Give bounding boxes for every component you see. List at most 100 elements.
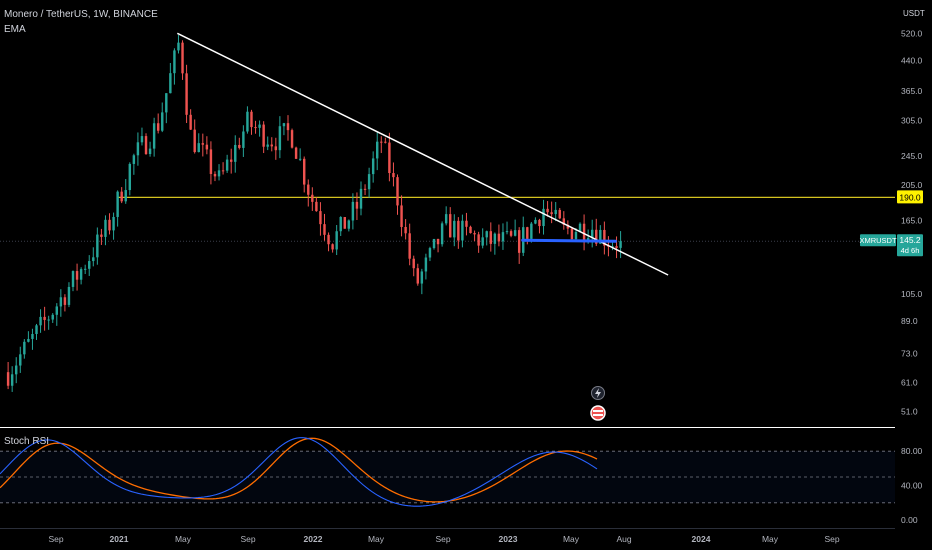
candle-body xyxy=(156,123,160,131)
candle-body xyxy=(599,229,602,244)
candle-body xyxy=(453,220,456,238)
candle-body xyxy=(384,141,387,143)
candle-body xyxy=(39,316,42,326)
candle-body xyxy=(570,228,574,240)
candle-body xyxy=(47,319,50,321)
candle-body xyxy=(177,42,180,51)
candle-body xyxy=(67,286,71,305)
stoch-tick-label: 80.00 xyxy=(901,446,923,456)
candle-body xyxy=(315,201,318,212)
price-tick-label: 89.0 xyxy=(901,316,918,326)
candle-body xyxy=(23,341,26,355)
candle-body xyxy=(274,146,278,151)
candle-body xyxy=(392,173,395,178)
candle-body xyxy=(449,214,452,238)
candle-body xyxy=(542,208,545,227)
candle-body xyxy=(193,129,196,153)
candle-body xyxy=(254,127,257,129)
candle-body xyxy=(35,325,38,334)
candle-body xyxy=(286,123,290,131)
candle-body xyxy=(509,231,513,236)
candle-body xyxy=(331,244,334,250)
stoch-tick-label: 0.00 xyxy=(901,515,918,525)
candle-body xyxy=(424,257,428,272)
candle-body xyxy=(562,218,566,225)
candle-body xyxy=(144,136,148,155)
price-tick-label: 365.0 xyxy=(901,86,923,96)
currency-label: USDT xyxy=(903,9,925,18)
candle-body xyxy=(359,188,363,209)
candle-body xyxy=(124,190,127,202)
candle-body xyxy=(469,226,472,234)
candle-body xyxy=(477,234,480,246)
candle-body xyxy=(412,258,415,269)
candle-body xyxy=(79,269,83,280)
candle-body xyxy=(554,209,557,215)
candle-body xyxy=(120,191,123,202)
candle-body xyxy=(201,143,205,145)
candle-body xyxy=(517,230,521,253)
us-flag-icon xyxy=(590,405,606,421)
price-tick-label: 51.0 xyxy=(901,407,918,417)
price-tag-countdown: 4d 6h xyxy=(901,246,920,255)
candle-body xyxy=(152,123,156,149)
candle-body xyxy=(578,223,582,232)
candle-body xyxy=(339,217,342,232)
candle-body xyxy=(376,141,379,159)
candle-body xyxy=(92,257,95,262)
candle-body xyxy=(298,158,302,160)
candle-body xyxy=(582,223,586,241)
candle-body xyxy=(420,271,424,284)
price-tick-label: 245.0 xyxy=(901,151,923,161)
candle-body xyxy=(55,306,59,315)
candle-body xyxy=(165,93,168,113)
candle-body xyxy=(128,163,132,191)
symbol-tag-text: XMRUSDT xyxy=(859,236,897,245)
candle-body xyxy=(611,246,614,248)
time-tick-label: 2022 xyxy=(304,534,323,544)
price-tag-value: 145.2 xyxy=(899,235,921,245)
us-flag-icon-stripe xyxy=(593,410,603,412)
candle-body xyxy=(148,148,152,155)
time-tick-label: May xyxy=(563,534,580,544)
candle-body xyxy=(343,217,346,229)
candle-body xyxy=(558,209,561,219)
time-tick-label: May xyxy=(762,534,779,544)
candle-body xyxy=(327,234,330,245)
candle-body xyxy=(290,130,294,148)
candle-body xyxy=(234,144,237,162)
candle-body xyxy=(489,231,493,244)
candle-body xyxy=(294,147,298,159)
candle-body xyxy=(112,216,115,231)
candle-body xyxy=(225,159,229,171)
candle-body xyxy=(546,208,549,213)
candle-body xyxy=(440,223,444,245)
candle-body xyxy=(574,231,578,240)
stoch-tick-label: 40.00 xyxy=(901,481,923,491)
candle-body xyxy=(19,354,22,366)
price-tick-label: 105.0 xyxy=(901,289,923,299)
indicator-label-ema[interactable]: EMA xyxy=(4,24,26,35)
candle-body xyxy=(619,241,622,248)
candle-body xyxy=(400,205,403,227)
candle-body xyxy=(351,201,355,221)
symbol-tag-box xyxy=(860,234,896,247)
candle-body xyxy=(83,268,87,270)
price-tick-label: 205.0 xyxy=(901,180,923,190)
ema-line xyxy=(521,238,617,243)
candle-body xyxy=(189,114,192,130)
candle-body xyxy=(595,229,598,244)
candle-body xyxy=(465,220,468,227)
candle-body xyxy=(136,142,140,156)
candle-body xyxy=(6,372,10,386)
candle-body xyxy=(457,220,460,241)
time-tick-label: 2021 xyxy=(110,534,129,544)
candle-body xyxy=(282,123,286,127)
candle-body xyxy=(140,136,144,143)
candle-body xyxy=(238,144,241,148)
indicator-label-stoch-rsi[interactable]: Stoch RSI xyxy=(4,436,50,447)
candle-body xyxy=(132,155,136,164)
candle-body xyxy=(229,159,233,162)
candle-body xyxy=(550,212,553,215)
